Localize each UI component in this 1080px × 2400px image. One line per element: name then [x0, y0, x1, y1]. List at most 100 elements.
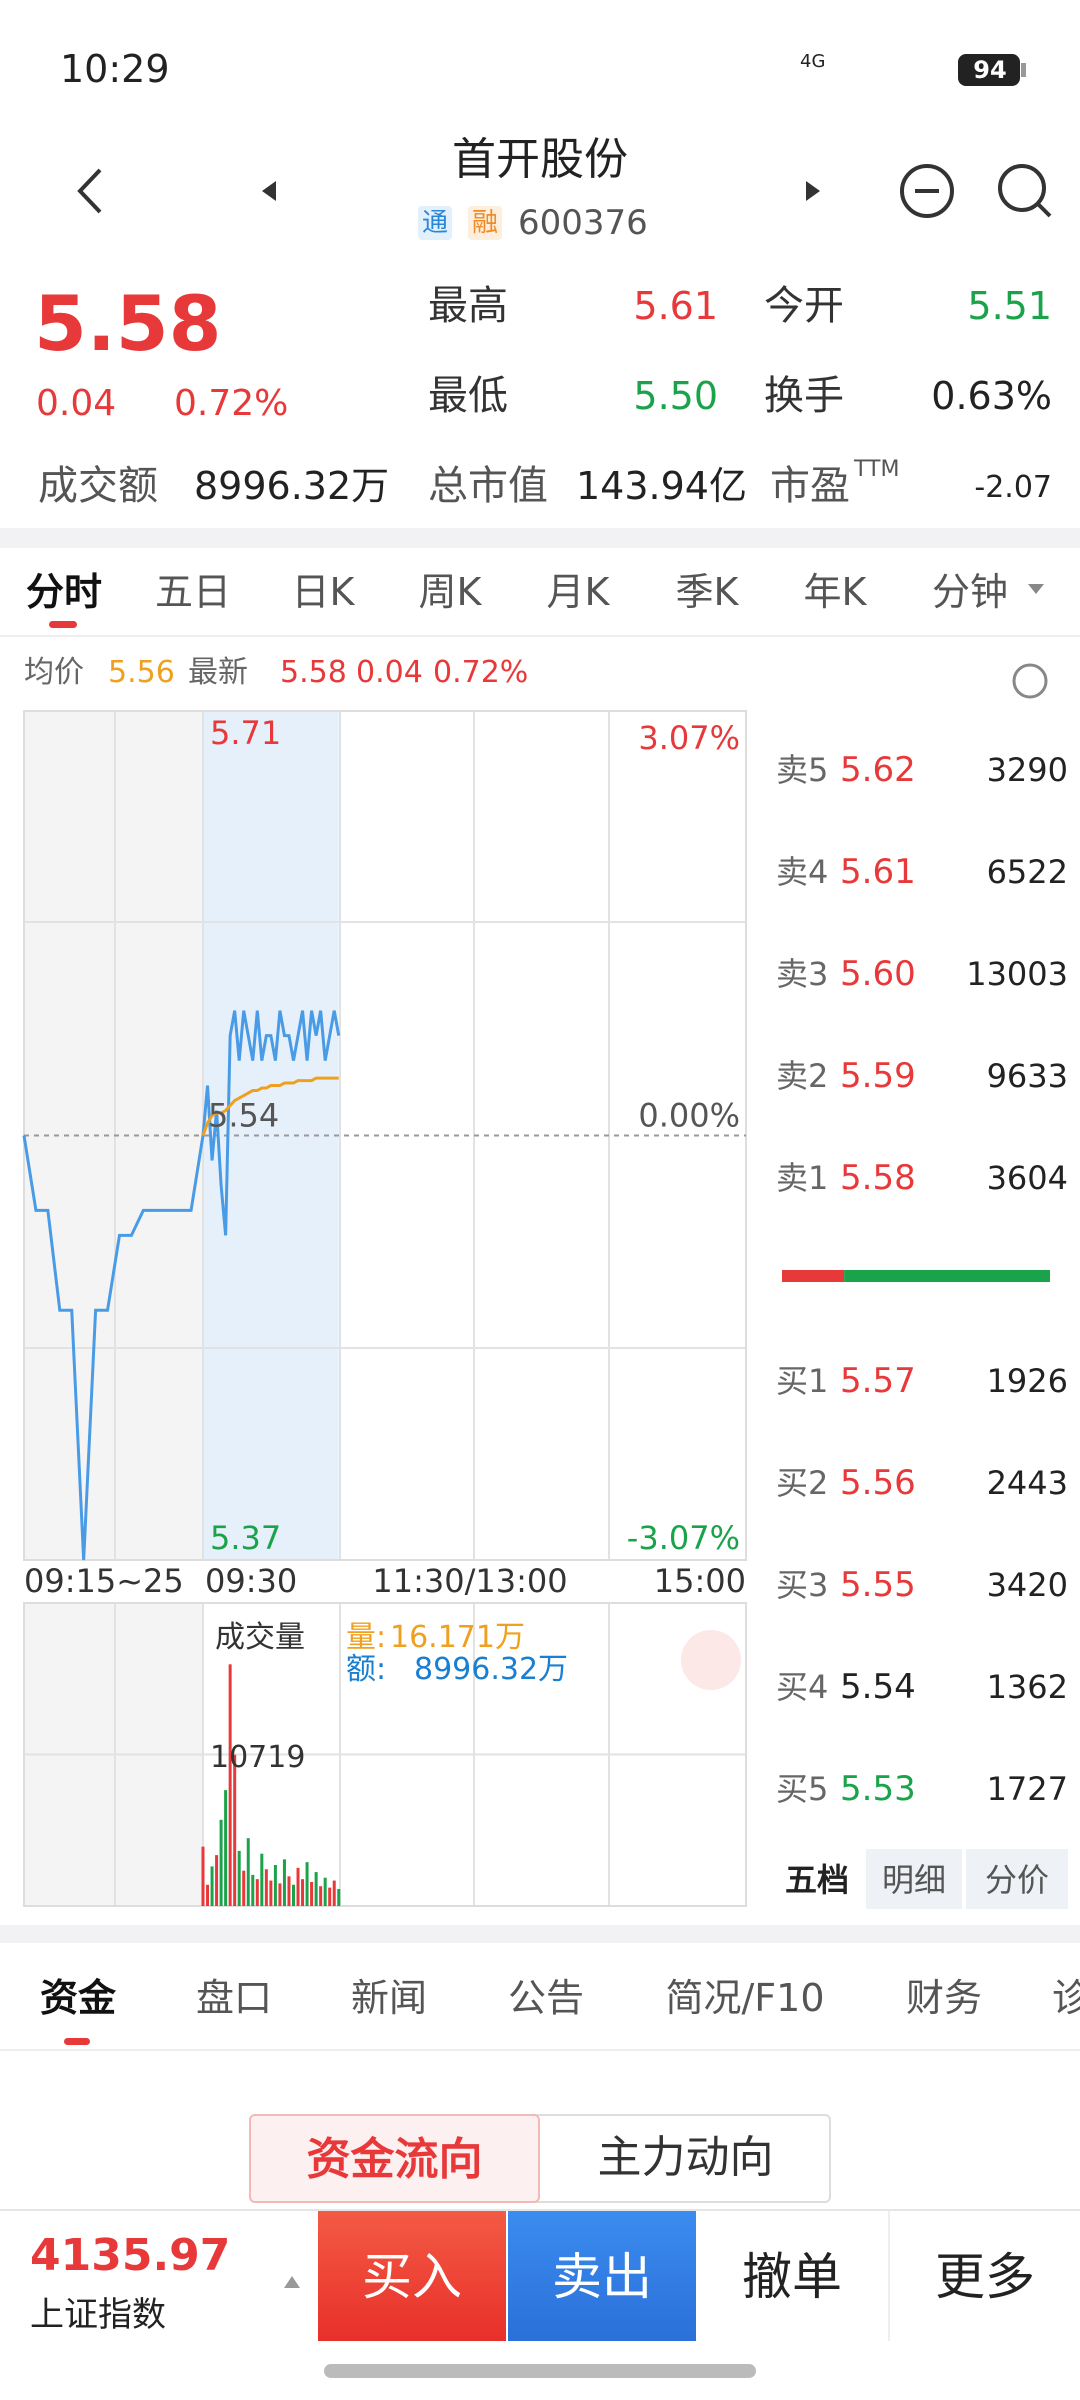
price-change-pct: 0.72% — [174, 383, 289, 424]
chart-legend: 0.72% — [433, 655, 529, 690]
volume-turnover: 8996.32万 — [414, 1652, 569, 1687]
volume-bar — [314, 1872, 318, 1906]
clock: 10:29 — [60, 47, 170, 91]
chart-legend: 0.04 — [356, 655, 423, 690]
volume-bar — [328, 1887, 332, 1906]
book-price: 5.61 — [840, 852, 916, 892]
book-label: 卖4 — [776, 853, 829, 891]
book-label: 卖3 — [776, 955, 829, 993]
volume-amount: 16.171万 — [390, 1620, 525, 1655]
book-label: 买2 — [776, 1464, 829, 1502]
chart-tab[interactable]: 周K — [418, 570, 482, 614]
info-tab[interactable]: 公告 — [507, 1976, 584, 2020]
book-price: 5.58 — [840, 1158, 916, 1198]
volume-bar — [292, 1884, 295, 1906]
volume-bar — [228, 1664, 232, 1906]
chart-tab[interactable]: 五日 — [154, 570, 231, 614]
info-tab[interactable]: 资金 — [39, 1976, 116, 2020]
pct-high: 3.07% — [638, 719, 740, 757]
fund-tab[interactable]: 主力动向 — [597, 2132, 774, 2183]
chart-tab[interactable]: 月K — [546, 570, 610, 614]
book-label: 买3 — [776, 1566, 829, 1604]
volume-label: 额: — [346, 1652, 387, 1687]
book-tab[interactable]: 明细 — [866, 1849, 962, 1909]
x-label: 09:15~25 — [24, 1562, 184, 1600]
book-label: 买5 — [776, 1770, 829, 1808]
action-button[interactable]: 买入 — [318, 2211, 506, 2341]
chart-legend: 5.58 — [280, 655, 347, 690]
book-tab[interactable]: 五档 — [784, 1861, 849, 1899]
action-button[interactable]: 撤单 — [742, 2248, 842, 2306]
chart-legend: 5.56 — [108, 655, 175, 690]
x-label: 09:30 — [205, 1562, 297, 1600]
book-volume: 1727 — [986, 1770, 1068, 1808]
volume-bar — [269, 1880, 273, 1906]
volume-bar — [224, 1790, 228, 1906]
last-price: 5.58 — [34, 279, 222, 368]
back-icon[interactable] — [77, 168, 102, 214]
stock-name: 首开股份 — [452, 134, 628, 185]
volume-bar — [201, 1846, 205, 1906]
chart-tab[interactable]: 日K — [291, 570, 355, 614]
fund-tab[interactable]: 资金流向 — [249, 2114, 540, 2203]
next-icon[interactable] — [806, 181, 820, 201]
volume-bar — [287, 1876, 291, 1906]
info-tab[interactable]: 诊 — [1051, 1976, 1080, 2020]
tab-dropdown[interactable] — [1028, 584, 1044, 594]
chart-tab[interactable]: 季K — [675, 570, 739, 614]
y-high: 5.71 — [210, 714, 281, 752]
book-volume: 2443 — [986, 1464, 1068, 1502]
chart-legend: 均价 — [24, 655, 84, 690]
prev-icon[interactable] — [262, 181, 276, 201]
book-volume: 3604 — [986, 1159, 1068, 1197]
chart-legend: 最新 — [188, 655, 248, 690]
book-price: 5.53 — [840, 1769, 916, 1809]
chart-tab[interactable]: 年K — [803, 570, 867, 614]
index-value: 4135.97 — [30, 2230, 231, 2281]
expand-icon[interactable] — [284, 2276, 300, 2288]
volume-bar — [264, 1869, 268, 1906]
action-button[interactable]: 卖出 — [508, 2211, 696, 2341]
stat-label: 成交额 — [38, 463, 158, 509]
search-icon[interactable] — [998, 164, 1046, 212]
volume-bar — [219, 1819, 223, 1906]
home-indicator — [324, 2364, 756, 2378]
info-tab[interactable]: 财务 — [905, 1976, 982, 2020]
chart-tab[interactable]: 分钟 — [931, 570, 1008, 614]
stat-label: 换手 — [764, 373, 844, 419]
index-name: 上证指数 — [30, 2295, 166, 2335]
tag: 通 — [418, 206, 452, 240]
book-price: 5.59 — [840, 1056, 916, 1096]
info-tab[interactable]: 新闻 — [350, 1976, 427, 2020]
separator — [0, 1925, 1080, 1943]
book-price: 5.55 — [840, 1565, 916, 1605]
minus-icon[interactable] — [900, 164, 954, 218]
stat-sup: TTM — [854, 457, 900, 482]
y-prev: 5.54 — [208, 1097, 279, 1135]
book-volume: 3420 — [986, 1566, 1068, 1604]
action-button[interactable]: 更多 — [888, 2211, 1080, 2341]
volume-bar — [251, 1874, 255, 1906]
chart-tab[interactable]: 分时 — [25, 570, 102, 614]
book-tab[interactable]: 分价 — [966, 1849, 1068, 1909]
settings-icon[interactable] — [1012, 663, 1048, 699]
volume-bar — [215, 1855, 219, 1906]
network: 4G — [800, 51, 826, 72]
stat-value: 5.61 — [633, 284, 718, 328]
auction-line — [22, 1135, 205, 1561]
info-tab[interactable]: 盘口 — [195, 1976, 272, 2020]
pct-low: -3.07% — [627, 1519, 740, 1557]
book-label: 买1 — [776, 1362, 829, 1400]
book-label: 卖5 — [776, 751, 829, 789]
volume-bar — [337, 1889, 341, 1906]
volume-bar — [233, 1754, 237, 1906]
info-tab[interactable]: 简况/F10 — [665, 1976, 825, 2020]
stat-label: 最低 — [428, 373, 508, 419]
book-price: 5.60 — [840, 954, 916, 994]
expand-button[interactable] — [681, 1630, 741, 1690]
book-price: 5.56 — [840, 1463, 916, 1503]
book-price: 5.54 — [840, 1667, 916, 1707]
stat-value: 5.51 — [967, 284, 1052, 328]
